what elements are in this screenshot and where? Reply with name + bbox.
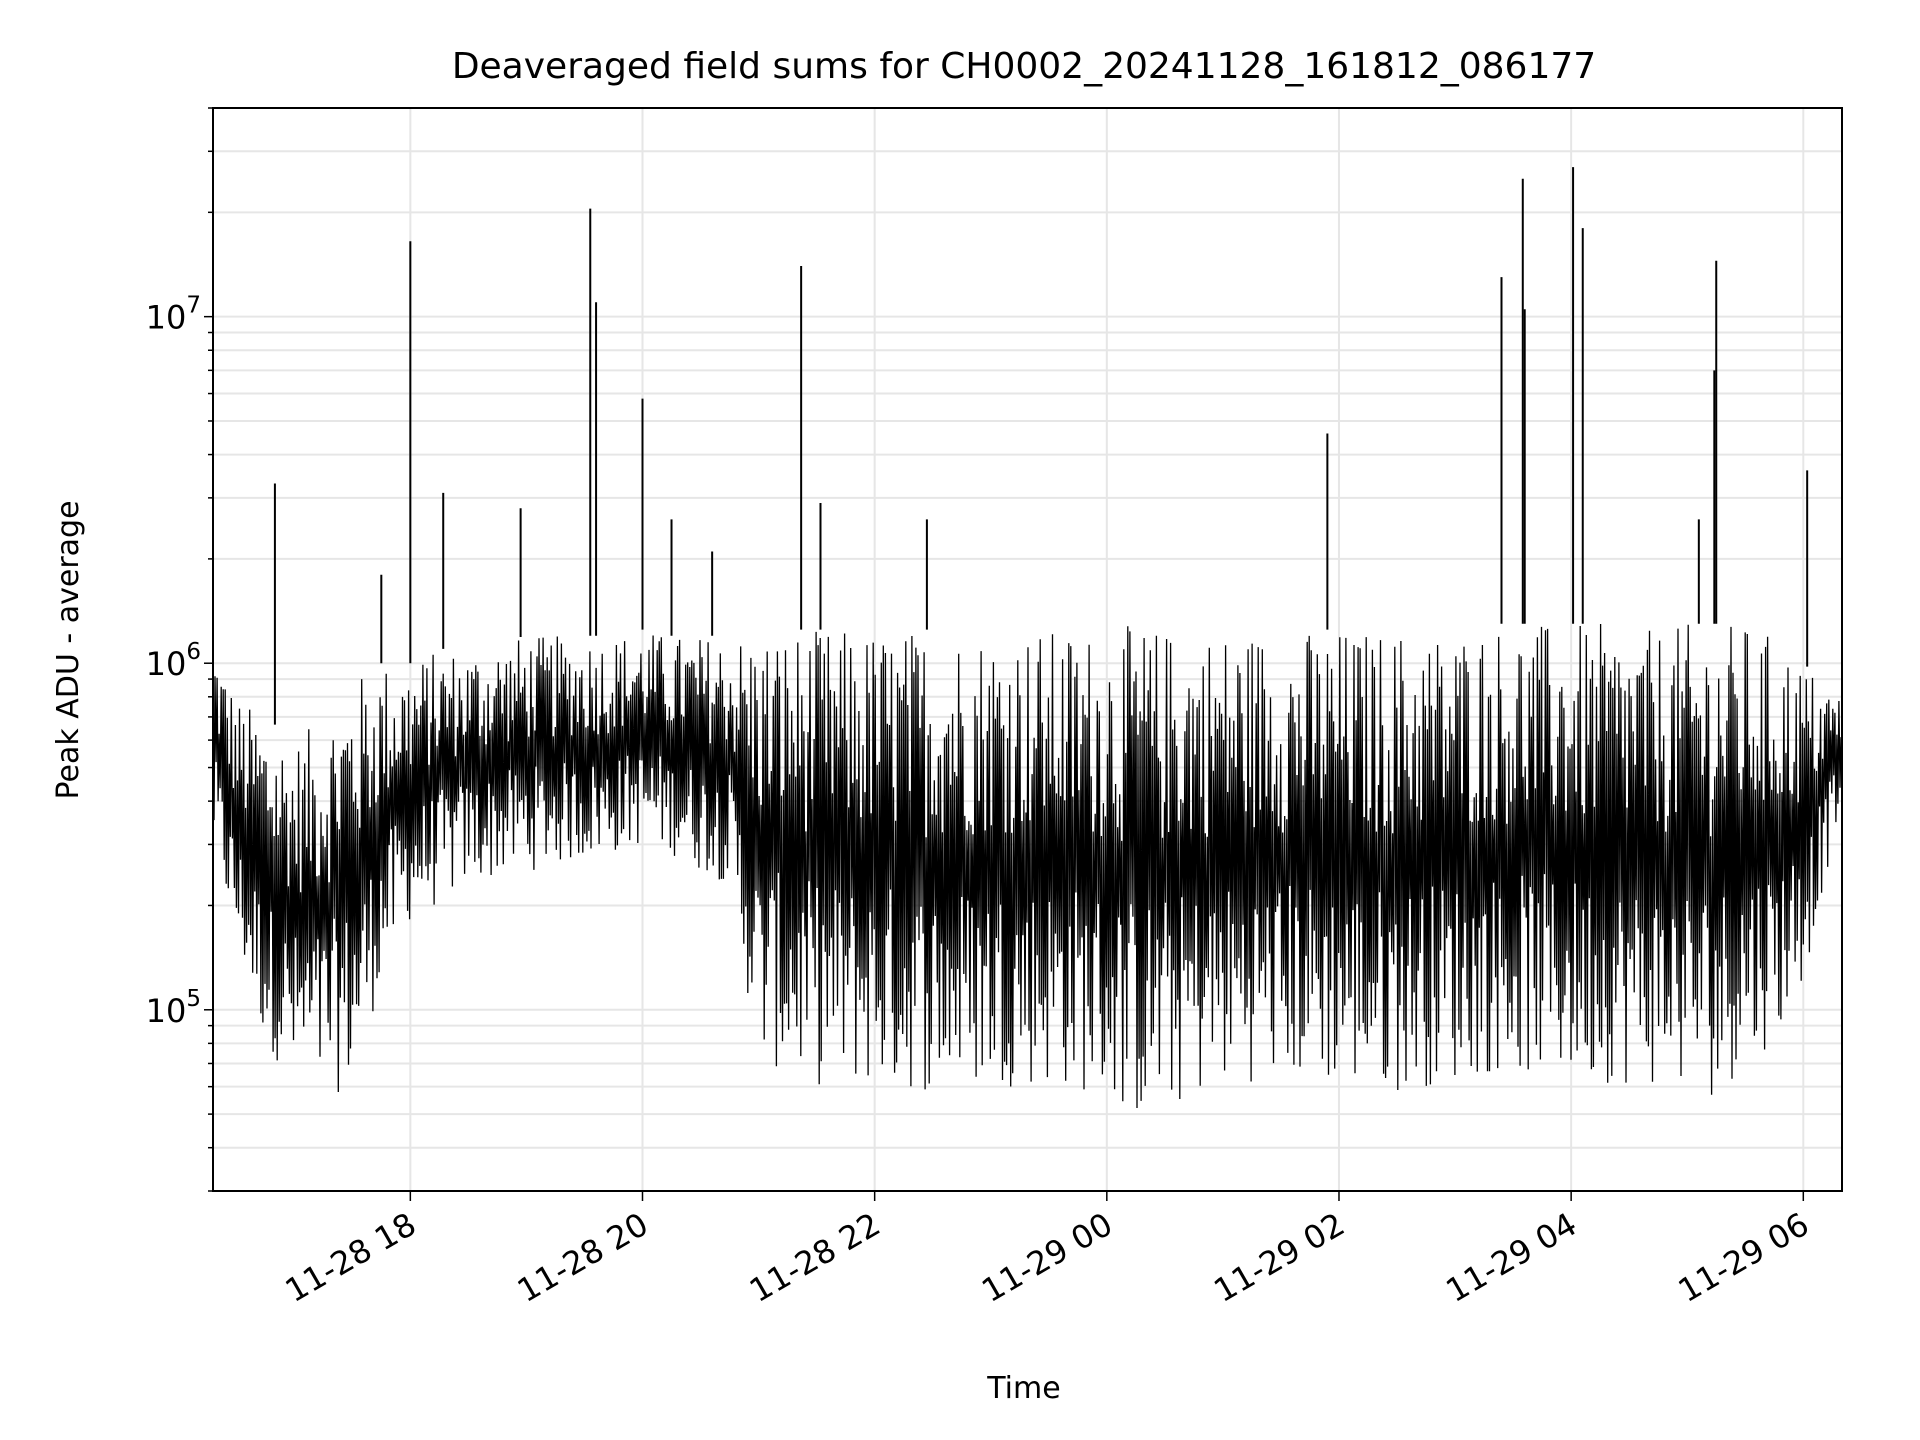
data-line [212,623,1843,1109]
y-tick-label-exponent: 7 [186,293,201,319]
y-tick-label: 106 [146,639,201,683]
plot-frame [212,107,1843,1192]
y-tick-label-base: 10 [146,299,187,337]
y-tick-label: 107 [146,293,201,337]
y-tick-label-base: 10 [146,645,187,683]
y-tick-label-exponent: 5 [186,986,201,1012]
chart-title: Deaveraged field sums for CH0002_2024112… [452,46,1596,87]
x-axis-label: Time [986,1371,1060,1406]
y-axis-label: Peak ADU - average [51,500,86,799]
y-tick-label-base: 10 [146,992,187,1030]
data-series [212,167,1843,1109]
y-tick-label-exponent: 6 [186,639,201,665]
y-tick-label: 105 [146,986,201,1030]
plot-area [212,107,1843,1192]
